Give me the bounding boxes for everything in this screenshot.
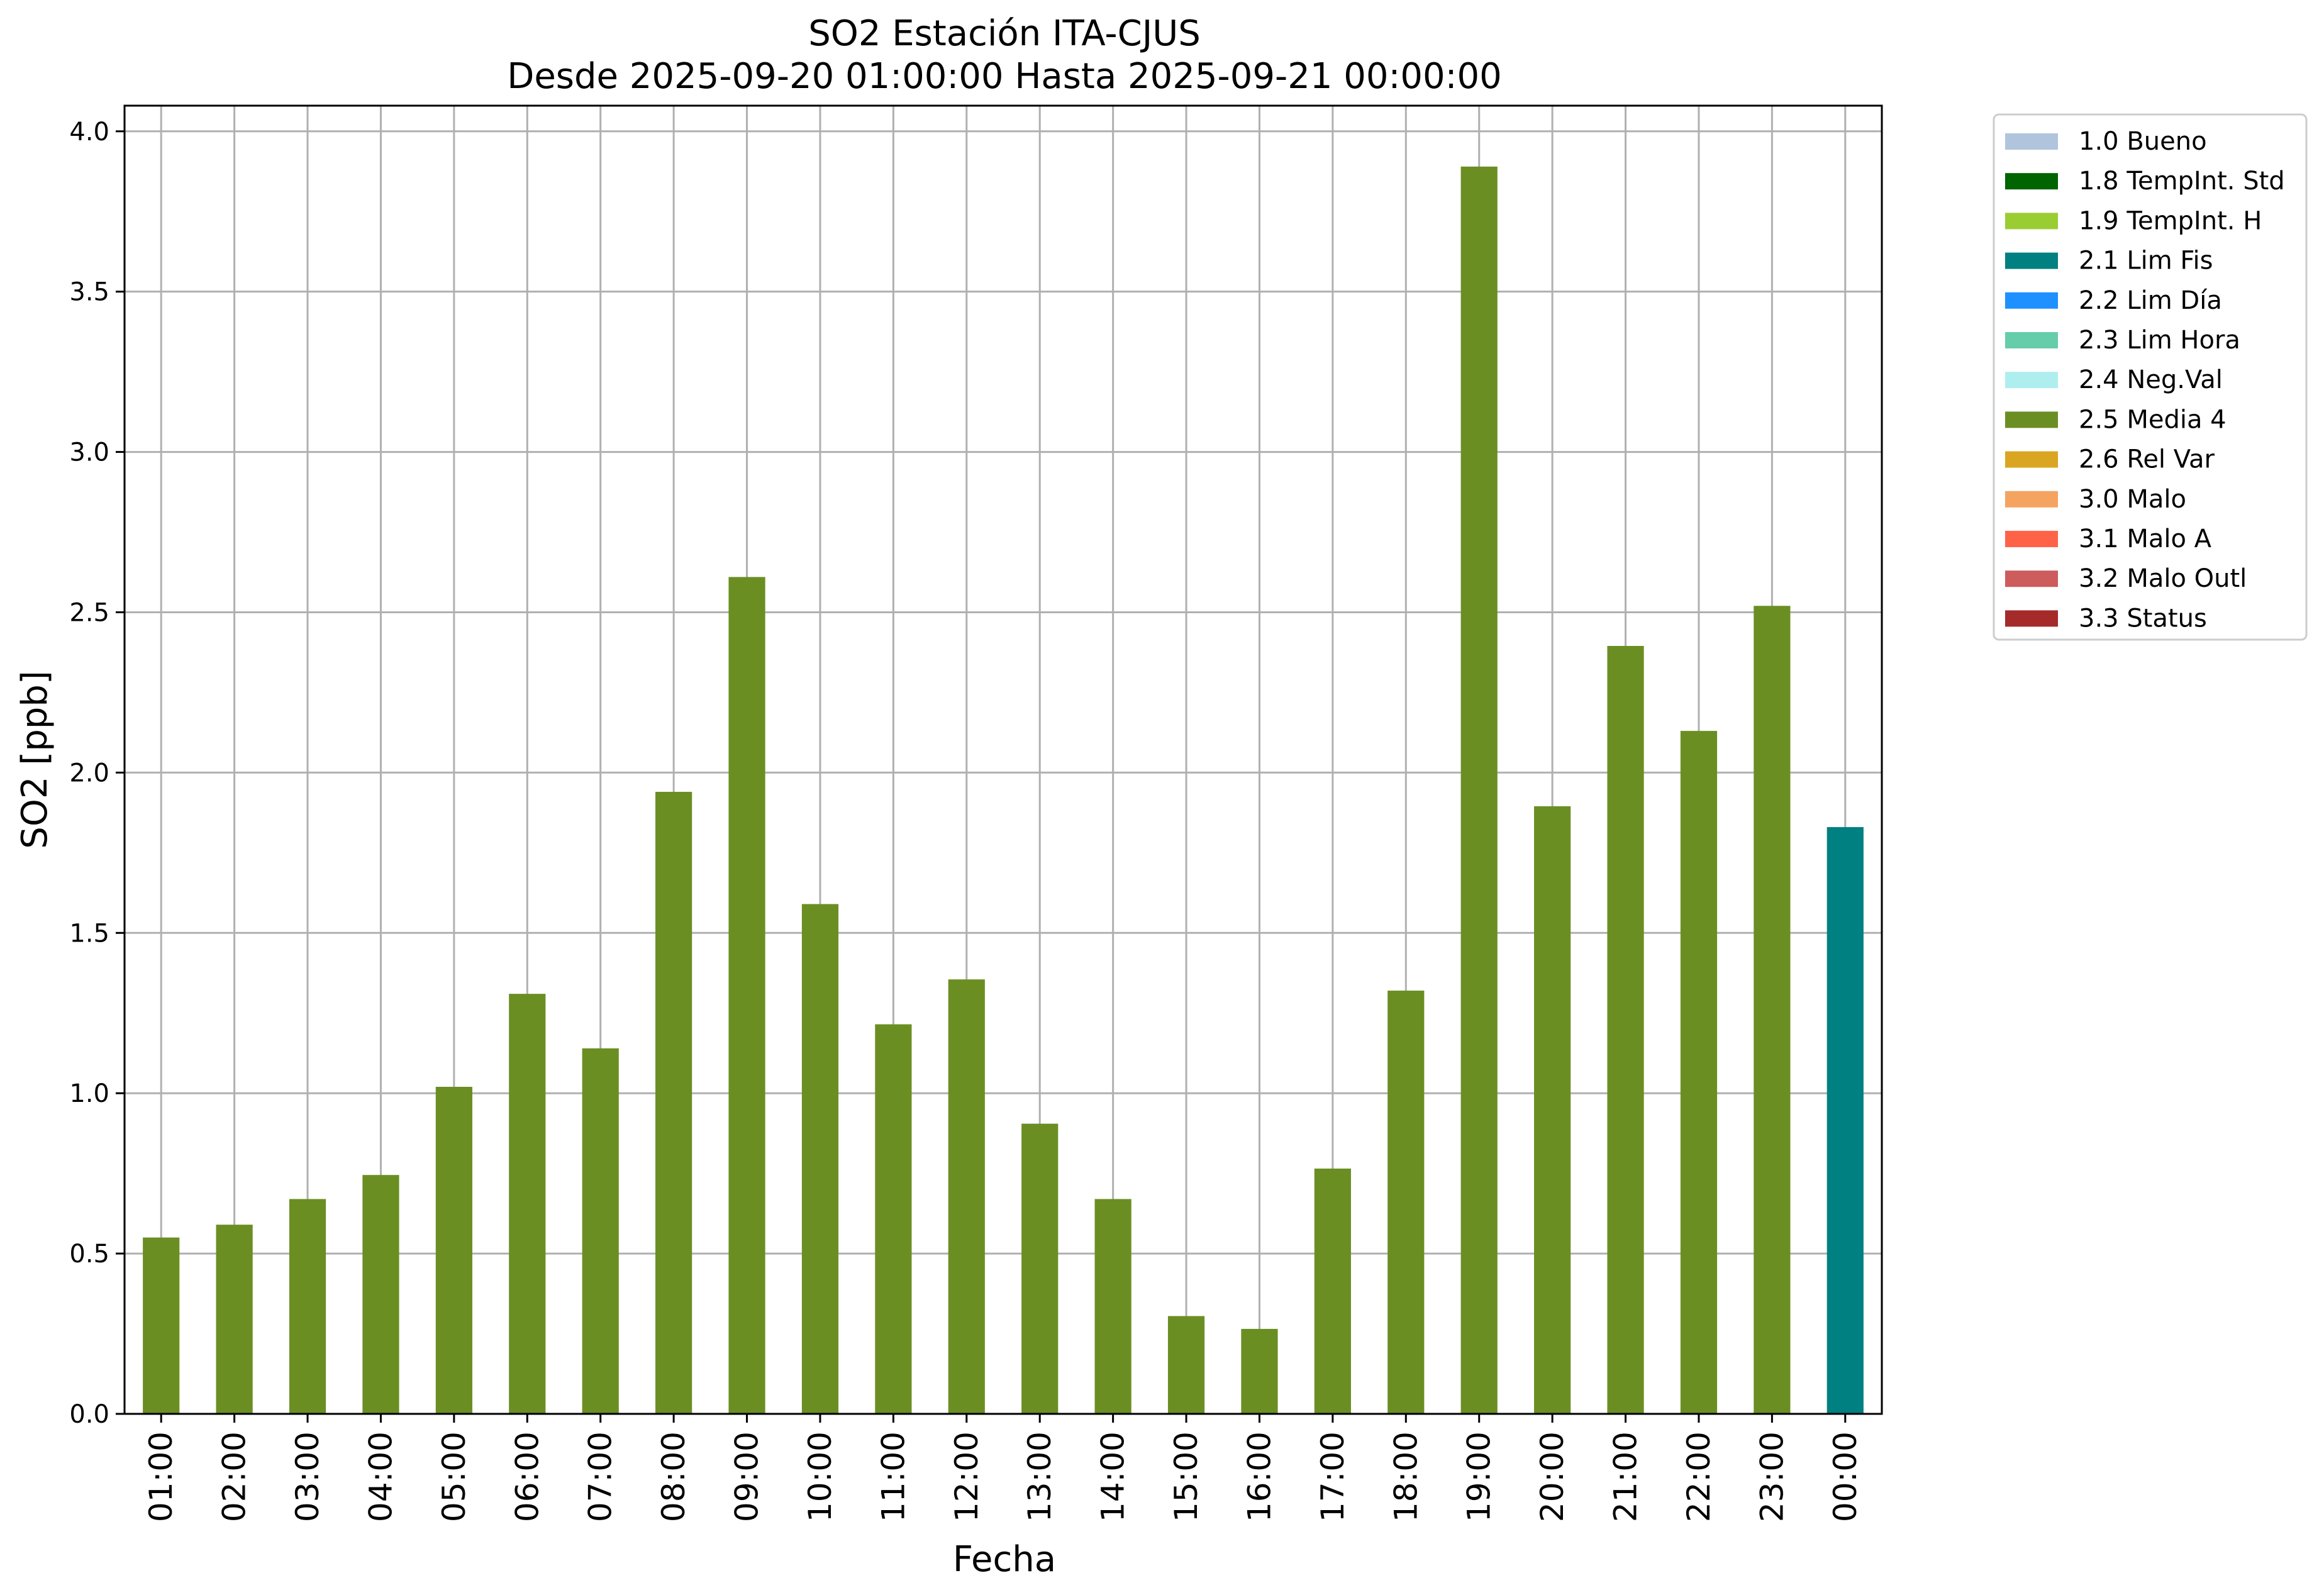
bar-1100 [875,1024,912,1414]
bar-1500 [1167,1316,1205,1414]
legend-label: 2.5 Media 4 [2079,405,2227,434]
legend-label: 3.1 Malo A [2079,525,2212,553]
y-axis-label: SO2 [ppb] [14,670,55,848]
y-tick-label: 0.5 [69,1240,109,1269]
x-tick-label: 12:00 [948,1431,985,1522]
legend-swatch [2005,491,2058,508]
legend-label: 3.2 Malo Outl [2079,564,2247,593]
legend-swatch [2005,610,2058,627]
bar-0800 [655,791,692,1414]
y-axis: 0.0 0.5 1.0 1.5 2.0 2.5 3.0 3.5 4.0 [69,118,125,1429]
bar-2100 [1607,646,1644,1414]
legend-swatch [2005,411,2058,428]
x-tick-label: 22:00 [1681,1431,1717,1522]
x-axis-label: Fecha [953,1539,1056,1580]
legend-label: 2.4 Neg.Val [2079,365,2223,394]
x-tick-label: 14:00 [1095,1431,1131,1522]
bar-0500 [435,1087,472,1414]
bar-0600 [509,994,546,1414]
bar-1200 [948,979,985,1414]
bar-0400 [362,1175,399,1414]
legend-label: 2.1 Lim Fis [2079,247,2213,275]
bar-0000 [1826,827,1864,1414]
x-tick-label: 08:00 [655,1431,692,1522]
bar-2000 [1534,806,1571,1414]
bar-2300 [1754,606,1791,1414]
x-tick-label: 02:00 [216,1431,253,1522]
bar-0300 [289,1199,326,1414]
bar-0100 [143,1237,180,1414]
legend-label: 3.0 Malo [2079,485,2186,514]
legend-swatch [2005,252,2058,269]
legend-swatch [2005,213,2058,230]
y-tick-label: 1.0 [69,1079,109,1108]
bars [143,166,1864,1414]
x-tick-label: 03:00 [289,1431,326,1522]
plot-frame [123,104,1883,1415]
bar-1000 [801,904,839,1414]
x-axis: 01:00 02:00 03:00 04:00 05:00 06:00 07:00 08:00… [143,1414,1864,1522]
x-tick-label: 09:00 [729,1431,765,1522]
legend-swatch [2005,332,2058,348]
legend-frame [1993,113,2308,641]
y-tick-label: 4.0 [69,118,109,147]
legend-swatch [2005,173,2058,190]
y-tick-label: 3.0 [69,438,109,467]
x-tick-label: 05:00 [436,1431,472,1522]
legend-swatch [2005,372,2058,389]
bar-0700 [582,1048,619,1414]
chart-subtitle: Desde 2025-09-20 01:00:00 Hasta 2025-09-… [507,56,1502,97]
legend-swatch [2005,570,2058,587]
y-tick-label: 3.5 [69,278,109,307]
x-tick-label: 04:00 [362,1431,399,1522]
legend-label: 1.0 Bueno [2079,127,2207,156]
x-tick-label: 19:00 [1461,1431,1498,1522]
legend-label: 2.2 Lim Día [2079,286,2222,315]
x-tick-label: 11:00 [875,1431,911,1522]
x-tick-label: 00:00 [1827,1431,1864,1522]
x-tick-label: 15:00 [1168,1431,1204,1522]
x-tick-label: 23:00 [1754,1431,1790,1522]
legend-label: 1.8 TempInt. Std [2079,167,2285,196]
x-tick-label: 16:00 [1241,1431,1277,1522]
bar-0200 [216,1225,253,1414]
bar-1800 [1387,991,1425,1414]
bar-1600 [1241,1328,1278,1414]
legend-swatch [2005,451,2058,468]
legend-swatch [2005,133,2058,150]
x-tick-label: 10:00 [802,1431,838,1522]
legend: 1.0 Bueno 1.8 TempInt. Std 1.9 TempInt. H 2… [1993,113,2308,641]
y-tick-label: 0.0 [69,1400,109,1429]
legend-label: 3.3 Status [2079,604,2207,633]
x-tick-label: 13:00 [1021,1431,1058,1522]
legend-label: 2.6 Rel Var [2079,445,2215,474]
bar-1400 [1094,1199,1131,1414]
legend-swatch [2005,531,2058,547]
bar-1300 [1021,1123,1059,1414]
bar-0900 [728,577,765,1414]
x-tick-label: 21:00 [1608,1431,1644,1522]
x-tick-label: 18:00 [1387,1431,1424,1522]
x-tick-label: 17:00 [1315,1431,1351,1522]
chart-title: SO2 Estación ITA-CJUS [808,13,1201,54]
bar-2200 [1680,731,1718,1414]
x-tick-label: 06:00 [509,1431,545,1522]
x-tick-label: 01:00 [143,1431,179,1522]
bar-1700 [1314,1169,1351,1414]
y-tick-label: 2.0 [69,759,109,787]
y-tick-label: 1.5 [69,919,109,948]
y-tick-label: 2.5 [69,598,109,627]
legend-swatch [2005,292,2058,309]
x-tick-label: 20:00 [1534,1431,1571,1522]
bar-1900 [1460,166,1498,1414]
legend-label: 2.3 Lim Hora [2079,326,2240,355]
legend-label: 1.9 TempInt. H [2079,206,2262,235]
x-tick-label: 07:00 [582,1431,619,1522]
